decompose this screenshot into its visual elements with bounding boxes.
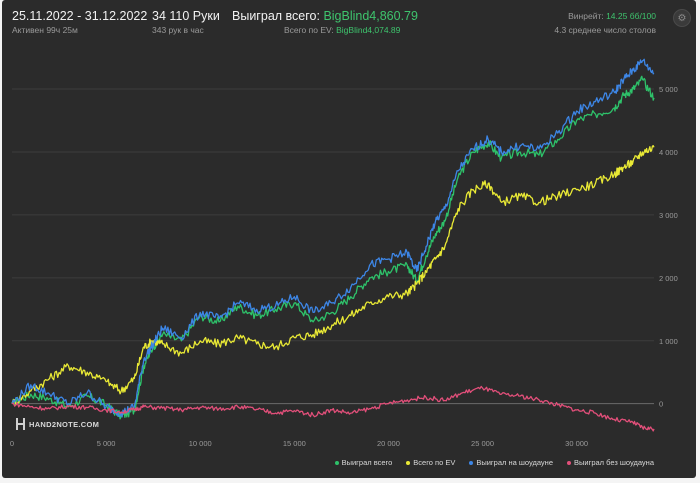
winrate: Винрейт: 14.25 бб/100 (568, 11, 656, 21)
winrate-label: Винрейт: (568, 11, 604, 21)
x-tick-label: 15 000 (283, 439, 306, 448)
y-tick-label: 0 (659, 400, 663, 409)
y-tick-label: 1 000 (659, 337, 678, 346)
legend-label: Выиграл всего (341, 458, 393, 467)
won-total: Выиграл всего: BigBlind4,860.79 (232, 9, 418, 23)
stats-header: 25.11.2022 - 31.12.2022 Активен 99ч 25м … (2, 0, 696, 40)
hand2note-logo-icon (16, 418, 25, 430)
won-total-label: Выиграл всего: (232, 9, 320, 23)
legend-dot-icon (567, 460, 571, 465)
y-tick-label: 3 000 (659, 211, 678, 220)
series-line-0 (11, 75, 655, 420)
chart-legend: Выиграл всего Всего по EV Выиграл на шоуда… (334, 458, 654, 467)
y-tick-label: 4 000 (659, 148, 678, 157)
ev-total-label: Всего по EV: (284, 25, 334, 35)
settings-gear-icon[interactable]: ⚙ (673, 9, 691, 27)
ev-total-value: BigBlind4,074.89 (336, 25, 401, 35)
legend-label: Выиграл на шоудауне (476, 458, 553, 467)
legend-item[interactable]: Всего по EV (406, 458, 455, 467)
legend-dot-icon (334, 460, 339, 465)
legend-label: Всего по EV (413, 458, 456, 467)
series-line-1 (11, 145, 655, 406)
legend-dot-icon (469, 460, 474, 465)
y-tick-label: 2 000 (659, 274, 678, 283)
winrate-value: 14.25 бб/100 (606, 11, 656, 21)
legend-label: Выиграл без шоудауна (574, 458, 654, 467)
active-time: Активен 99ч 25м (12, 25, 78, 35)
hand2note-logo-text: HAND2NOTE.COM (29, 419, 100, 429)
x-tick-label: 10 000 (189, 439, 212, 448)
x-tick-label: 0 (10, 439, 14, 448)
won-total-value: BigBlind4,860.79 (323, 9, 418, 23)
legend-dot-icon (406, 460, 411, 465)
hands-count: 34 110 Руки (152, 9, 220, 23)
x-tick-label: 30 000 (565, 439, 588, 448)
x-tick-label: 5 000 (97, 439, 116, 448)
hands-per-hour: 343 рук в час (152, 25, 204, 35)
x-tick-label: 20 000 (377, 439, 400, 448)
hand2note-logo: HAND2NOTE.COM (16, 417, 99, 431)
ev-total: Всего по EV: BigBlind4,074.89 (284, 25, 400, 35)
legend-item[interactable]: Выиграл без шоудауна (567, 458, 654, 467)
legend-item[interactable]: Выиграл всего (334, 458, 393, 467)
x-tick-label: 25 000 (471, 439, 494, 448)
series-line-2 (11, 58, 655, 418)
series-line-3 (11, 385, 655, 432)
avg-tables: 4.3 среднее число столов (554, 25, 656, 35)
date-range[interactable]: 25.11.2022 - 31.12.2022 (12, 9, 148, 23)
legend-item[interactable]: Выиграл на шоудауне (469, 458, 553, 467)
y-tick-label: 5 000 (659, 85, 678, 94)
